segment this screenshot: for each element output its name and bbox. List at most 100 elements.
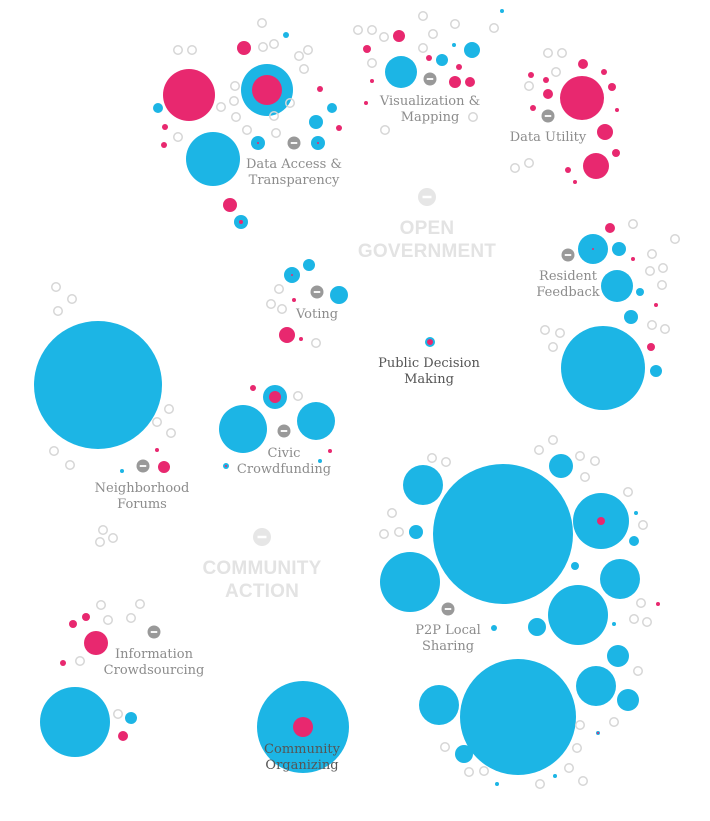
pink-bubble[interactable] bbox=[155, 448, 159, 452]
empty-bubble[interactable] bbox=[285, 98, 295, 108]
empty-bubble[interactable] bbox=[658, 263, 668, 273]
blue-bubble[interactable] bbox=[549, 454, 573, 478]
empty-bubble[interactable] bbox=[489, 23, 499, 33]
pink-bubble[interactable] bbox=[223, 198, 237, 212]
empty-bubble[interactable] bbox=[229, 96, 239, 106]
empty-bubble[interactable] bbox=[353, 25, 363, 35]
empty-bubble[interactable] bbox=[543, 48, 553, 58]
blue-bubble[interactable] bbox=[436, 54, 448, 66]
empty-bubble[interactable] bbox=[647, 320, 657, 330]
empty-bubble[interactable] bbox=[299, 64, 309, 74]
empty-bubble[interactable] bbox=[418, 43, 428, 53]
blue-bubble[interactable] bbox=[297, 402, 335, 440]
pink-bubble[interactable] bbox=[317, 86, 323, 92]
empty-bubble[interactable] bbox=[580, 472, 590, 482]
pink-bubble[interactable] bbox=[449, 76, 461, 88]
pink-bubble[interactable] bbox=[336, 125, 342, 131]
blue-bubble[interactable] bbox=[464, 42, 480, 58]
empty-bubble[interactable] bbox=[75, 656, 85, 666]
blue-bubble[interactable] bbox=[495, 782, 499, 786]
collapse-information-crowdsourcing-button[interactable] bbox=[147, 625, 161, 639]
pink-bubble[interactable] bbox=[565, 167, 571, 173]
empty-bubble[interactable] bbox=[96, 600, 106, 610]
blue-bubble[interactable] bbox=[576, 666, 616, 706]
blue-bubble[interactable] bbox=[607, 645, 629, 667]
empty-bubble[interactable] bbox=[173, 132, 183, 142]
empty-bubble[interactable] bbox=[294, 51, 304, 61]
empty-bubble[interactable] bbox=[367, 25, 377, 35]
empty-bubble[interactable] bbox=[524, 158, 534, 168]
blue-bubble[interactable] bbox=[629, 536, 639, 546]
blue-bubble[interactable] bbox=[452, 43, 456, 47]
blue-bubble[interactable] bbox=[634, 511, 638, 515]
empty-bubble[interactable] bbox=[638, 520, 648, 530]
empty-bubble[interactable] bbox=[468, 112, 478, 122]
empty-bubble[interactable] bbox=[51, 282, 61, 292]
empty-bubble[interactable] bbox=[636, 598, 646, 608]
blue-bubble[interactable] bbox=[327, 103, 337, 113]
empty-bubble[interactable] bbox=[108, 533, 118, 543]
label-data-access-transparency[interactable]: Data Access & Transparency bbox=[246, 157, 342, 189]
empty-bubble[interactable] bbox=[311, 338, 321, 348]
pink-bubble[interactable] bbox=[608, 83, 616, 91]
empty-bubble[interactable] bbox=[230, 81, 240, 91]
pink-bubble[interactable] bbox=[647, 343, 655, 351]
label-visualization-mapping[interactable]: Visualization & Mapping bbox=[380, 94, 480, 126]
pink-bubble[interactable] bbox=[118, 731, 128, 741]
pink-bubble[interactable] bbox=[601, 69, 607, 75]
blue-bubble[interactable] bbox=[491, 625, 497, 631]
pink-bubble[interactable] bbox=[465, 77, 475, 87]
empty-bubble[interactable] bbox=[164, 404, 174, 414]
empty-bubble[interactable] bbox=[152, 417, 162, 427]
empty-bubble[interactable] bbox=[633, 666, 643, 676]
blue-bubble[interactable] bbox=[600, 559, 640, 599]
empty-bubble[interactable] bbox=[277, 304, 287, 314]
pink-bubble[interactable] bbox=[84, 631, 108, 655]
pink-bubble[interactable] bbox=[597, 124, 613, 140]
empty-bubble[interactable] bbox=[258, 42, 268, 52]
blue-bubble[interactable] bbox=[636, 288, 644, 296]
collapse-civic-crowdfunding-button[interactable] bbox=[277, 424, 291, 438]
empty-bubble[interactable] bbox=[67, 294, 77, 304]
label-voting[interactable]: Voting bbox=[296, 307, 338, 323]
blue-bubble[interactable] bbox=[34, 321, 162, 449]
blue-bubble[interactable] bbox=[283, 32, 289, 38]
blue-bubble[interactable] bbox=[433, 464, 573, 604]
blue-bubble[interactable] bbox=[303, 259, 315, 271]
label-civic-crowdfunding[interactable]: Civic Crowdfunding bbox=[237, 446, 331, 478]
empty-bubble[interactable] bbox=[418, 11, 428, 21]
collapse-resident-feedback-button[interactable] bbox=[561, 248, 575, 262]
blue-bubble[interactable] bbox=[612, 622, 616, 626]
pink-bubble[interactable] bbox=[162, 124, 168, 130]
empty-bubble[interactable] bbox=[293, 391, 303, 401]
label-public-decision-making[interactable]: Public Decision Making bbox=[378, 356, 480, 388]
empty-bubble[interactable] bbox=[609, 717, 619, 727]
empty-bubble[interactable] bbox=[628, 219, 638, 229]
empty-bubble[interactable] bbox=[98, 525, 108, 535]
pink-bubble[interactable] bbox=[426, 55, 432, 61]
pink-bubble[interactable] bbox=[528, 72, 534, 78]
empty-bubble[interactable] bbox=[479, 766, 489, 776]
empty-bubble[interactable] bbox=[524, 81, 534, 91]
label-p2p-local-sharing[interactable]: P2P Local Sharing bbox=[415, 623, 481, 655]
label-data-utility[interactable]: Data Utility bbox=[510, 130, 587, 146]
blue-bubble[interactable] bbox=[624, 310, 638, 324]
empty-bubble[interactable] bbox=[367, 58, 377, 68]
empty-bubble[interactable] bbox=[572, 743, 582, 753]
pink-bubble[interactable] bbox=[578, 59, 588, 69]
empty-bubble[interactable] bbox=[642, 617, 652, 627]
label-information-crowdsourcing[interactable]: Information Crowdsourcing bbox=[104, 647, 205, 679]
empty-bubble[interactable] bbox=[647, 249, 657, 259]
blue-bubble[interactable] bbox=[330, 286, 348, 304]
empty-bubble[interactable] bbox=[440, 742, 450, 752]
empty-bubble[interactable] bbox=[271, 128, 281, 138]
empty-bubble[interactable] bbox=[555, 328, 565, 338]
collapse-visualization-mapping-button[interactable] bbox=[423, 72, 437, 86]
empty-bubble[interactable] bbox=[629, 614, 639, 624]
blue-bubble[interactable] bbox=[409, 525, 423, 539]
pink-bubble[interactable] bbox=[615, 108, 619, 112]
empty-bubble[interactable] bbox=[266, 299, 276, 309]
pink-bubble[interactable] bbox=[163, 69, 215, 121]
empty-bubble[interactable] bbox=[450, 19, 460, 29]
empty-bubble[interactable] bbox=[394, 527, 404, 537]
